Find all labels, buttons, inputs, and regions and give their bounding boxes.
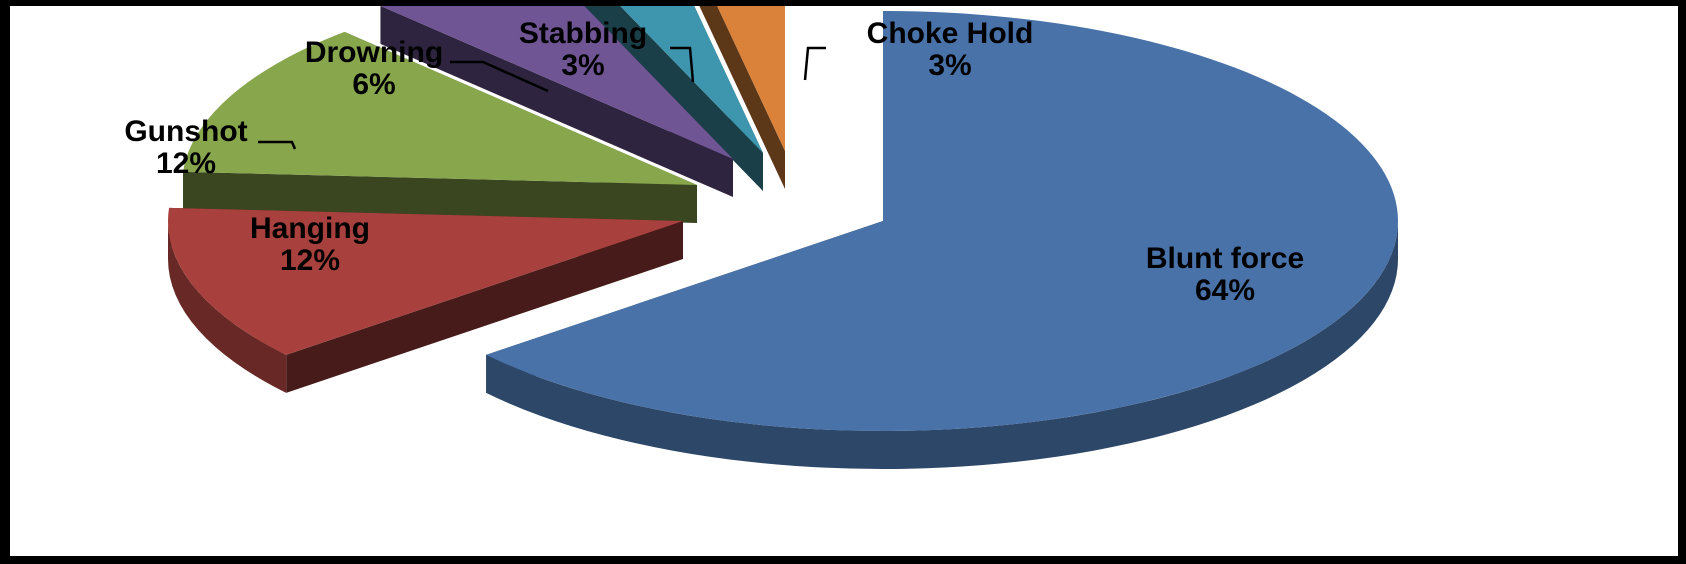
pie-slice-drowning xyxy=(380,6,733,197)
slice-label-gunshot: Gunshot xyxy=(124,115,247,148)
pie-slice-wall xyxy=(183,171,697,223)
pie-slice-wall xyxy=(380,6,733,197)
pie-sides xyxy=(168,6,1398,469)
leader-line-gunshot xyxy=(258,140,297,150)
slice-percent-choke-hold: 3% xyxy=(928,49,971,82)
pie-slice-top-gunshot xyxy=(183,31,697,185)
pie-slice-choke-hold xyxy=(699,6,785,189)
pie-slice-top-choke-hold xyxy=(717,6,785,151)
slice-label-blunt-force: Blunt force xyxy=(1146,242,1304,275)
leader-line-drowning xyxy=(450,60,549,93)
slice-percent-gunshot: 12% xyxy=(156,147,216,180)
slice-label-hanging: Hanging xyxy=(250,212,370,245)
pie-slice-wall xyxy=(699,6,785,189)
pie-slice-hanging xyxy=(168,207,683,393)
pie-slice-gunshot xyxy=(183,31,697,223)
pie-slice-top-drowning xyxy=(380,6,733,159)
slice-label-choke-hold: Choke Hold xyxy=(867,17,1034,50)
pie-chart: Blunt force64%Hanging12%Gunshot12%Drowni… xyxy=(124,6,1398,469)
slice-percent-stabbing: 3% xyxy=(561,49,604,82)
slice-percent-blunt-force: 64% xyxy=(1195,274,1255,307)
chart-frame: Blunt force 64% Hanging 12% Gunshot 12% Drowni… xyxy=(10,6,1678,556)
pie-slice-edge xyxy=(168,221,287,393)
leader-line-stabbing xyxy=(670,46,695,83)
leader-line-choke-hold xyxy=(803,46,826,81)
pie-slice-wall xyxy=(286,221,683,393)
slice-label-drowning: Drowning xyxy=(305,36,443,69)
pie-slice-top-blunt-force xyxy=(486,11,1398,431)
pie-slice-top-hanging xyxy=(168,207,683,355)
pie-labels: Blunt force64%Hanging12%Gunshot12%Drowni… xyxy=(124,17,1304,307)
slice-percent-hanging: 12% xyxy=(280,244,340,277)
pie-slice-blunt-force xyxy=(486,11,1398,469)
slice-label-stabbing: Stabbing xyxy=(519,17,647,50)
slice-percent-drowning: 6% xyxy=(352,68,395,101)
pie-slice-edge xyxy=(486,221,1398,469)
